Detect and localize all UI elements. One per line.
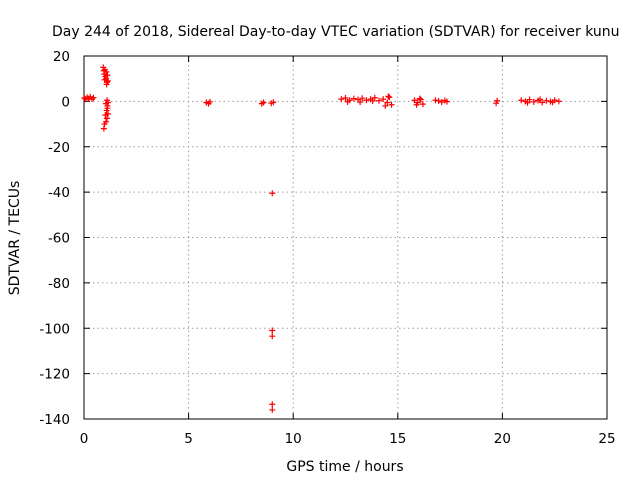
data-point xyxy=(269,406,276,413)
x-tick-label: 10 xyxy=(285,431,302,447)
data-point xyxy=(411,97,418,104)
data-point xyxy=(103,81,110,88)
x-tick-label: 25 xyxy=(598,431,615,447)
y-tick-label: -80 xyxy=(48,276,70,292)
data-point xyxy=(438,99,445,106)
data-point xyxy=(539,99,546,106)
y-tick-label: -140 xyxy=(39,412,70,428)
data-point xyxy=(417,96,424,103)
data-point xyxy=(105,77,112,84)
x-tick-label: 15 xyxy=(389,431,406,447)
y-tick-label: 20 xyxy=(53,49,70,65)
data-point xyxy=(344,98,351,105)
data-point xyxy=(388,101,395,108)
x-tick-label: 5 xyxy=(184,431,193,447)
data-point xyxy=(102,111,109,118)
data-point xyxy=(104,72,111,79)
data-point xyxy=(416,95,423,102)
data-point xyxy=(269,333,276,340)
data-point xyxy=(338,96,345,103)
data-point xyxy=(530,98,537,105)
data-point xyxy=(537,96,544,103)
data-point xyxy=(103,68,110,75)
data-point xyxy=(269,401,276,408)
data-point xyxy=(555,98,562,105)
data-point xyxy=(105,110,112,117)
data-point xyxy=(518,97,525,104)
data-point xyxy=(260,99,267,106)
data-point xyxy=(81,94,88,101)
data-point xyxy=(543,97,550,104)
data-point xyxy=(384,99,391,106)
y-tick-label: -100 xyxy=(39,321,70,337)
data-point xyxy=(269,327,276,334)
data-point xyxy=(104,105,111,112)
data-points xyxy=(81,64,562,413)
data-point xyxy=(270,99,277,106)
data-point xyxy=(443,98,450,105)
data-point xyxy=(359,95,366,102)
data-point xyxy=(526,96,533,103)
data-point xyxy=(413,101,420,108)
x-tick-label: 0 xyxy=(80,431,89,447)
data-point xyxy=(101,76,108,83)
y-tick-label: 0 xyxy=(61,94,70,110)
y-tick-label: -120 xyxy=(39,367,70,383)
data-point xyxy=(549,99,556,106)
x-tick-label: 20 xyxy=(494,431,511,447)
axis-ticks: 0 5 10 15 20 25 20 0 -20 -40 -60 -80 -100 -120 -140 xyxy=(39,49,615,447)
y-tick-label: -40 xyxy=(48,185,70,201)
data-point xyxy=(350,95,357,102)
x-axis-label: GPS time / hours xyxy=(286,459,403,475)
data-point xyxy=(385,93,392,100)
chart-title: Day 244 of 2018, Sidereal Day-to-day VTE… xyxy=(52,24,620,40)
data-point xyxy=(363,97,370,104)
data-point xyxy=(269,190,276,197)
data-point xyxy=(524,99,531,106)
y-tick-label: -20 xyxy=(48,140,70,156)
data-point xyxy=(100,125,107,132)
gridlines xyxy=(84,56,607,419)
data-point xyxy=(104,97,111,104)
data-point xyxy=(371,94,378,101)
y-axis-label: SDTVAR / TECUs xyxy=(7,181,23,296)
data-point xyxy=(386,94,393,101)
data-point xyxy=(382,102,389,109)
data-point xyxy=(369,97,376,104)
data-point xyxy=(435,97,442,104)
data-point xyxy=(342,94,349,101)
data-point xyxy=(104,115,111,122)
data-point xyxy=(494,97,501,104)
data-point xyxy=(90,94,97,101)
data-point xyxy=(419,101,426,108)
y-tick-label: -60 xyxy=(48,231,70,247)
data-point xyxy=(375,97,382,104)
data-point xyxy=(432,97,439,104)
data-point xyxy=(206,98,213,105)
data-point xyxy=(101,121,108,128)
data-point xyxy=(380,96,387,103)
data-point xyxy=(357,99,364,106)
